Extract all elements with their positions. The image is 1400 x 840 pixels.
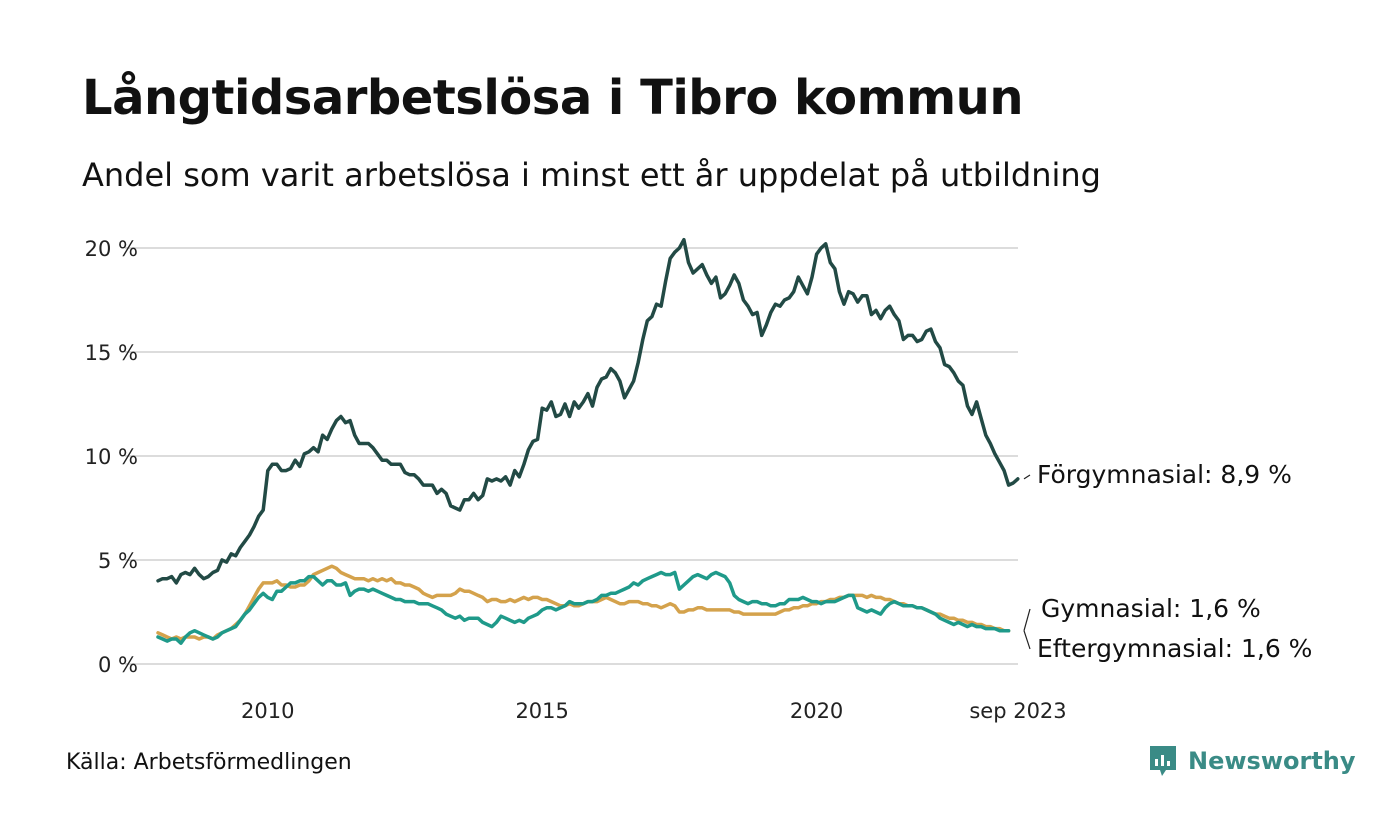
y-tick-label: 20 % bbox=[85, 237, 138, 261]
x-tick-label: 2020 bbox=[790, 699, 843, 723]
y-tick-label: 0 % bbox=[98, 653, 138, 677]
label-leader-line bbox=[1023, 474, 1031, 480]
x-tick-label: 2015 bbox=[515, 699, 568, 723]
series-end-labels: Förgymnasial: 8,9 % Gymnasial: 1,6 % Efter… bbox=[1023, 460, 1312, 663]
series-end-label: Förgymnasial: 8,9 % bbox=[1037, 460, 1292, 489]
brand-name: Newsworthy bbox=[1188, 747, 1356, 775]
y-tick-label: 10 % bbox=[85, 445, 138, 469]
x-tick-label: sep 2023 bbox=[969, 699, 1066, 723]
label-leader-line bbox=[1023, 608, 1031, 631]
series-line-förgymnasial bbox=[156, 237, 1020, 585]
series-end-label: Eftergymnasial: 1,6 % bbox=[1037, 634, 1312, 663]
gridlines bbox=[125, 247, 1018, 665]
y-axis-labels: 0 % 5 % 10 % 15 % 20 % bbox=[85, 237, 138, 677]
series-line-gymnasial bbox=[156, 570, 1011, 645]
x-axis-labels: 2010 2015 2020 sep 2023 bbox=[241, 699, 1067, 723]
y-tick-label: 15 % bbox=[85, 341, 138, 365]
page-subtitle: Andel som varit arbetslösa i minst ett å… bbox=[82, 156, 1101, 194]
x-tick-label: 2010 bbox=[241, 699, 294, 723]
source-note: Källa: Arbetsförmedlingen bbox=[66, 750, 352, 775]
y-tick-label: 5 % bbox=[98, 549, 138, 573]
page-title: Långtidsarbetslösa i Tibro kommun bbox=[82, 70, 1024, 126]
newsworthy-logo-icon bbox=[1150, 746, 1176, 776]
series-lines bbox=[156, 237, 1020, 645]
line-chart: 0 %5 %10 %15 %20 % 2010 2015 2020 sep 2023 … bbox=[85, 237, 1313, 723]
brand[interactable]: Newsworthy bbox=[1148, 744, 1356, 778]
series-end-label: Gymnasial: 1,6 % bbox=[1041, 594, 1261, 623]
label-leader-line bbox=[1023, 630, 1031, 650]
